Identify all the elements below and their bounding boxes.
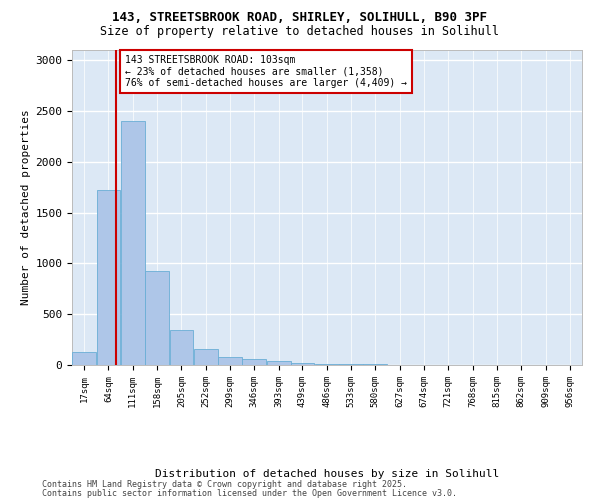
Text: 143, STREETSBROOK ROAD, SHIRLEY, SOLIHULL, B90 3PF: 143, STREETSBROOK ROAD, SHIRLEY, SOLIHUL… <box>113 11 487 24</box>
Text: Contains HM Land Registry data © Crown copyright and database right 2025.: Contains HM Land Registry data © Crown c… <box>42 480 407 489</box>
Bar <box>339 364 363 365</box>
Text: 143 STREETSBROOK ROAD: 103sqm
← 23% of detached houses are smaller (1,358)
76% o: 143 STREETSBROOK ROAD: 103sqm ← 23% of d… <box>125 54 407 88</box>
Bar <box>242 360 266 365</box>
Bar <box>145 270 169 365</box>
Text: Contains public sector information licensed under the Open Government Licence v3: Contains public sector information licen… <box>42 488 457 498</box>
Bar <box>267 362 290 365</box>
Bar <box>121 121 145 365</box>
Bar <box>290 363 314 365</box>
Bar <box>194 349 218 365</box>
Bar <box>97 190 121 365</box>
Y-axis label: Number of detached properties: Number of detached properties <box>21 110 31 306</box>
X-axis label: Distribution of detached houses by size in Solihull: Distribution of detached houses by size … <box>155 470 499 480</box>
Bar <box>364 364 387 365</box>
Bar <box>315 364 338 365</box>
Bar <box>72 352 96 365</box>
Text: Size of property relative to detached houses in Solihull: Size of property relative to detached ho… <box>101 25 499 38</box>
Bar <box>170 330 193 365</box>
Bar <box>218 357 242 365</box>
